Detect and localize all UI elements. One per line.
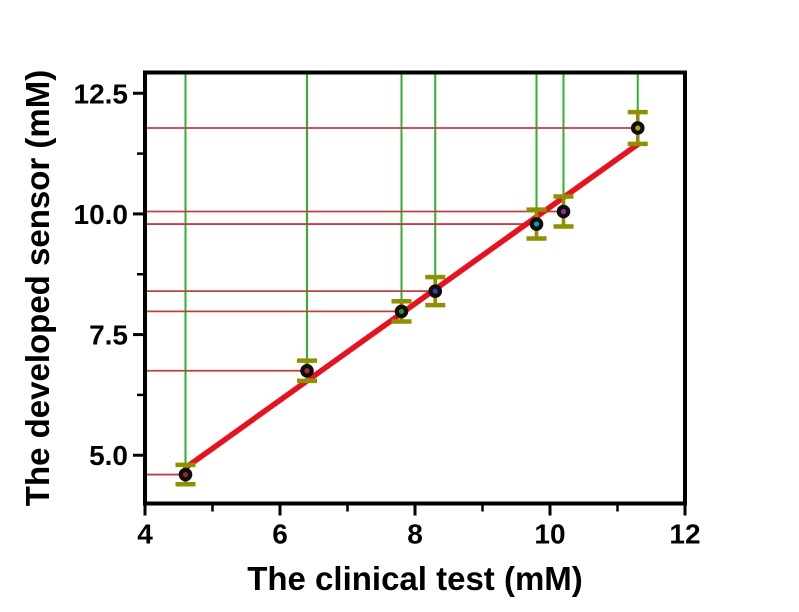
x-tick-label: 4 [137,519,153,550]
y-tick-label: 7.5 [89,320,128,351]
data-point-glint [304,368,310,374]
data-point-glint [182,471,189,478]
x-axis-title: The clinical test (mM) [247,560,583,597]
y-axis-title: The developed sensor (mM) [19,69,56,507]
data-point-glint [635,125,641,131]
x-tick-label: 10 [534,519,565,550]
data-point-glint [432,288,438,294]
y-tick-label: 5.0 [89,440,128,471]
x-tick-label: 6 [272,519,288,550]
y-tick-label: 10.0 [74,199,129,230]
data-point-glint [398,308,405,315]
x-tick-label: 12 [669,519,700,550]
plot-frame [143,70,687,506]
y-tick-label: 12.5 [74,78,129,109]
fit-line [182,140,642,471]
data-point-glint [533,221,540,227]
data-point-glint [560,208,567,215]
x-tick-label: 8 [407,519,423,550]
